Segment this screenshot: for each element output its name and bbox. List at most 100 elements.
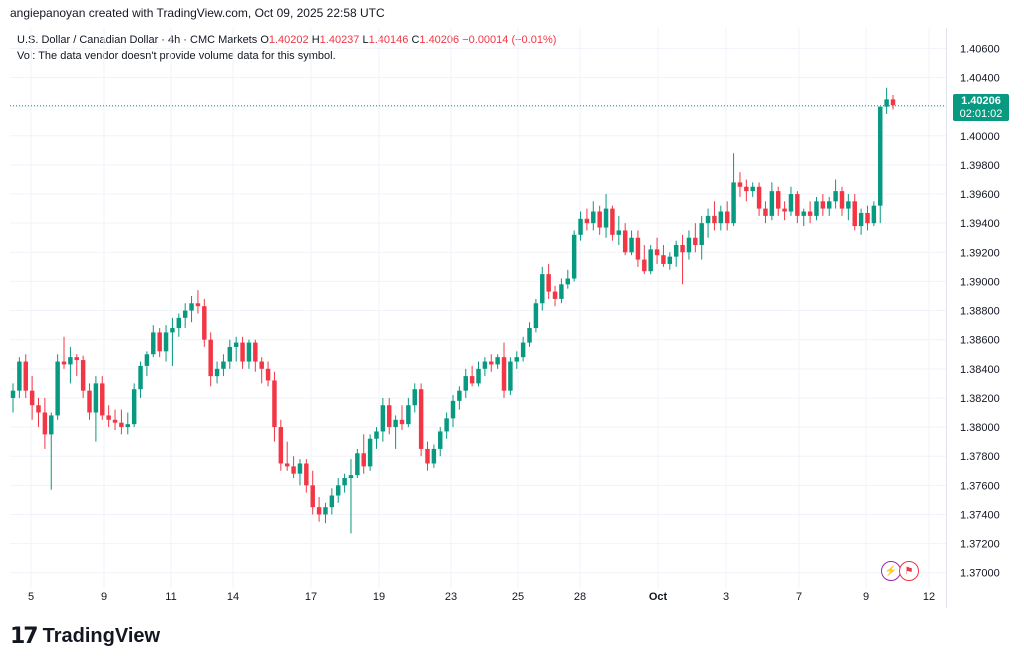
candle-body bbox=[259, 361, 264, 369]
y-tick-label: 1.37800 bbox=[960, 451, 1000, 463]
candle-body bbox=[457, 390, 462, 401]
candle-body bbox=[227, 346, 233, 362]
event-icons[interactable]: ⚡ ⚑ bbox=[881, 561, 919, 581]
x-tick-label: 28 bbox=[574, 591, 586, 603]
change-value: −0.00014 (−0.01%) bbox=[462, 34, 557, 46]
candle-body bbox=[871, 205, 877, 224]
x-tick-label: 19 bbox=[373, 591, 385, 603]
candle-body bbox=[756, 186, 762, 209]
candle-body bbox=[852, 201, 857, 227]
candle-body bbox=[393, 419, 398, 428]
candle-body bbox=[42, 412, 48, 435]
low-label: L bbox=[362, 34, 369, 46]
y-tick-label: 1.39800 bbox=[960, 160, 1000, 172]
candle-body bbox=[100, 383, 105, 416]
candle-body bbox=[355, 453, 360, 476]
symbol-legend: U.S. Dollar / Canadian Dollar · 4h · CMC… bbox=[17, 34, 556, 46]
candle-body bbox=[29, 390, 35, 406]
candle-body bbox=[712, 215, 717, 224]
candle-body bbox=[131, 389, 137, 425]
candle-body bbox=[49, 415, 54, 435]
x-tick-label: 9 bbox=[863, 591, 869, 603]
candle-body bbox=[10, 390, 16, 398]
candle-body bbox=[425, 448, 430, 464]
candle-body bbox=[163, 332, 169, 352]
candle-body bbox=[176, 317, 182, 329]
high-value: 1.40237 bbox=[319, 34, 360, 46]
y-tick-label: 1.38800 bbox=[960, 306, 1000, 318]
grid bbox=[10, 28, 946, 588]
y-tick-label: 1.39600 bbox=[960, 189, 1000, 201]
candle-body bbox=[546, 274, 551, 292]
candle-body bbox=[291, 466, 296, 474]
candle-body bbox=[348, 475, 354, 479]
candle-body bbox=[533, 303, 539, 329]
y-tick-label: 1.37600 bbox=[960, 480, 1000, 492]
candle-body bbox=[788, 194, 794, 212]
candle-body bbox=[469, 376, 475, 384]
tradingview-logo: 17 TradingView bbox=[10, 624, 160, 649]
candle-body bbox=[310, 485, 315, 508]
candle-body bbox=[737, 182, 743, 187]
candle-body bbox=[661, 255, 666, 264]
candle-body bbox=[17, 361, 22, 391]
candle-body bbox=[775, 191, 781, 209]
candle-body bbox=[74, 357, 79, 361]
candle-body bbox=[202, 306, 207, 340]
candle-body bbox=[540, 274, 545, 304]
candle-body bbox=[431, 448, 437, 464]
candle-body bbox=[520, 342, 526, 358]
candle-body bbox=[463, 376, 468, 391]
candle-body bbox=[833, 191, 838, 202]
candlestick-chart[interactable]: 1.37000 1.37200 1.37400 1.37600 1.37800 1.380… bbox=[0, 0, 1024, 620]
candle-body bbox=[214, 368, 220, 377]
candle-body bbox=[138, 365, 143, 390]
candle-body bbox=[233, 342, 239, 347]
candle-body bbox=[406, 405, 411, 425]
candle-body bbox=[450, 400, 456, 419]
candle-body bbox=[820, 201, 826, 209]
candle-body bbox=[578, 218, 583, 235]
high-label: H bbox=[311, 34, 320, 46]
candle-body bbox=[878, 106, 883, 206]
candle-body bbox=[106, 415, 111, 420]
x-tick-label: 23 bbox=[445, 591, 457, 603]
flag-icon[interactable]: ⚑ bbox=[899, 561, 919, 581]
candle-body bbox=[253, 342, 258, 362]
candle-body bbox=[367, 438, 373, 467]
y-tick-label: 1.40000 bbox=[960, 131, 1000, 143]
y-tick-label: 1.40600 bbox=[960, 43, 1000, 55]
candle-body bbox=[55, 361, 60, 416]
candle-body bbox=[514, 357, 519, 362]
y-tick-label: 1.40400 bbox=[960, 73, 1000, 85]
candle-body bbox=[80, 360, 86, 391]
candles bbox=[10, 87, 896, 534]
x-tick-label: 11 bbox=[165, 591, 176, 603]
lightning-icon[interactable]: ⚡ bbox=[881, 561, 901, 581]
candle-body bbox=[731, 182, 736, 224]
volume-note: Vol: The data vendor doesn't provide vol… bbox=[17, 50, 336, 62]
candle-body bbox=[527, 328, 532, 343]
x-tick-label: 17 bbox=[305, 591, 317, 603]
y-tick-label: 1.37400 bbox=[960, 509, 1000, 521]
candle-body bbox=[699, 223, 704, 246]
candle-body bbox=[890, 99, 896, 106]
candle-body bbox=[119, 422, 124, 428]
x-tick-label: Oct bbox=[649, 591, 668, 603]
candle-body bbox=[195, 303, 201, 307]
candle-body bbox=[304, 463, 309, 486]
candle-body bbox=[801, 211, 806, 216]
candle-body bbox=[807, 211, 813, 216]
x-tick-label: 7 bbox=[796, 591, 802, 603]
candle-body bbox=[412, 389, 417, 406]
candle-body bbox=[335, 485, 341, 496]
candle-body bbox=[667, 256, 673, 264]
candle-body bbox=[591, 211, 596, 224]
candle-body bbox=[559, 284, 564, 299]
candle-body bbox=[23, 361, 28, 391]
candle-body bbox=[170, 328, 175, 333]
logo-text: TradingView bbox=[42, 625, 161, 647]
candle-body bbox=[61, 361, 67, 365]
candle-body bbox=[839, 191, 845, 209]
candle-body bbox=[380, 405, 386, 432]
